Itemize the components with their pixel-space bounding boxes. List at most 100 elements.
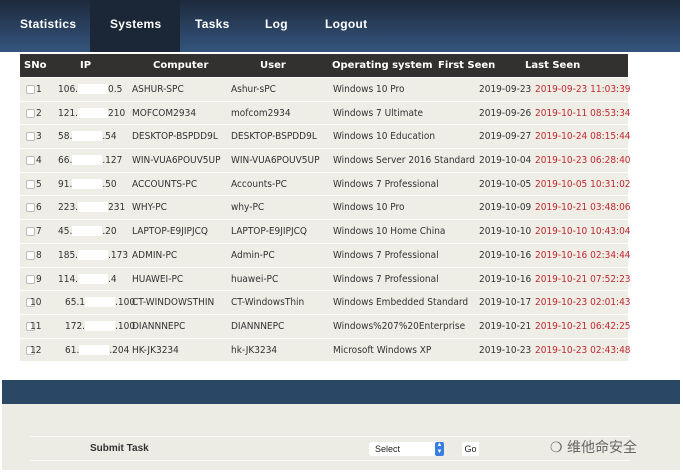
table-row: 4 66. .127 WIN-VUA6POUV5UP WIN-VUA6POUV5U… — [20, 148, 631, 172]
ip-suffix: .4 — [108, 273, 117, 285]
last-seen: 2019-10-10 10:43:04 — [535, 226, 631, 238]
ip-address: 58. .54 — [58, 131, 117, 142]
watermark: ❍ 维他命安全 — [550, 437, 637, 457]
redaction — [79, 344, 110, 355]
ip-suffix: .50 — [102, 178, 117, 190]
redaction — [78, 107, 109, 118]
row-checkbox[interactable] — [26, 345, 35, 355]
nav-statistics[interactable]: Statistics — [20, 17, 77, 31]
redaction — [78, 249, 109, 260]
chevron-updown-icon: ▲ ▼ — [435, 442, 444, 456]
table-row: 5 91. .50 ACCOUNTS-PC Accounts-PC Windows… — [20, 171, 631, 196]
last-seen: 2019-10-05 10:31:02 — [535, 178, 631, 190]
submit-task-label: Submit Task — [90, 443, 149, 454]
operating-system: Windows 7 Ultimate — [333, 107, 424, 119]
row-checkbox[interactable] — [26, 179, 35, 189]
user: CT-WindowsThin — [231, 297, 305, 309]
user: WIN-VUA6POUV5UP — [231, 155, 320, 167]
user: Accounts-PC — [231, 178, 287, 190]
ip-prefix: 121. — [58, 107, 79, 119]
row-checkbox[interactable] — [26, 250, 35, 260]
table-row: 3 58. .54 DESKTOP-BSPDD9L DESKTOP-BSPDD9L… — [20, 124, 631, 148]
ip-address: 65.1 .100 — [65, 297, 135, 308]
redaction — [72, 178, 103, 189]
col-last-seen[interactable]: Last Seen — [525, 60, 581, 71]
sno: 12 — [30, 344, 42, 356]
table-row: 10 65.1 .100 CT-WINDOWSTHIN CT-WindowsThi… — [20, 290, 631, 314]
user: LAPTOP-E9JIPJCQ — [231, 226, 307, 238]
user: huawei-PC — [231, 273, 279, 285]
row-checkbox[interactable] — [26, 156, 35, 166]
col-sno[interactable]: SNo — [24, 60, 47, 71]
col-computer[interactable]: Computer — [153, 60, 209, 71]
divider — [30, 436, 630, 437]
table-row: 12 61. .204 HK-JK3234 hk-JK3234 Microsoft… — [20, 337, 631, 362]
user: mofcom2934 — [231, 107, 291, 119]
col-user[interactable]: User — [260, 60, 286, 71]
row-checkbox[interactable] — [26, 203, 35, 213]
operating-system: Windows%207%20Enterprise — [333, 320, 466, 332]
nav-logout[interactable]: Logout — [325, 17, 368, 31]
first-seen: 2019-10-04 — [479, 155, 532, 167]
computer: ACCOUNTS-PC — [132, 178, 198, 190]
table-header: SNo IP Computer User Operating system Fi… — [20, 54, 628, 77]
row-checkbox[interactable] — [26, 227, 35, 237]
computer: MOFCOM2934 — [132, 107, 197, 119]
nav-log[interactable]: Log — [265, 17, 288, 31]
ip-suffix: 0.5 — [108, 84, 123, 95]
last-seen: 2019-10-21 03:48:06 — [535, 202, 631, 214]
first-seen: 2019-10-17 — [479, 297, 532, 309]
ip-prefix: 91. — [58, 178, 73, 190]
ip-prefix: 61. — [65, 344, 80, 356]
redaction — [78, 202, 109, 213]
col-ip[interactable]: IP — [80, 60, 92, 71]
row-checkbox[interactable] — [26, 321, 35, 331]
first-seen: 2019-10-23 — [479, 344, 532, 356]
ip-suffix: 210 — [108, 107, 126, 119]
last-seen: 2019-09-23 11:03:39 — [535, 84, 631, 95]
ip-prefix: 185. — [58, 249, 79, 261]
ip-address: 61. .204 — [65, 344, 129, 356]
ip-address: 114. .4 — [58, 273, 117, 285]
first-seen: 2019-09-26 — [479, 107, 532, 119]
first-seen: 2019-10-09 — [479, 202, 532, 214]
sno: 3 — [36, 131, 42, 143]
redaction — [85, 297, 116, 308]
operating-system: Windows 10 Pro — [333, 202, 405, 214]
nav-tasks[interactable]: Tasks — [195, 17, 230, 31]
col-os[interactable]: Operating system — [332, 60, 433, 71]
row-checkbox[interactable] — [26, 274, 35, 284]
row-checkbox[interactable] — [26, 108, 35, 118]
operating-system: Windows 7 Professional — [333, 249, 439, 261]
ip-prefix: 66. — [58, 155, 73, 167]
nav-systems[interactable]: Systems — [90, 0, 180, 52]
ip-address: 91. .50 — [58, 178, 117, 190]
go-button[interactable]: Go — [462, 442, 479, 456]
wechat-icon: ❍ — [550, 440, 568, 456]
top-nav: Statistics Systems Tasks Log Logout — [0, 0, 683, 52]
sno: 9 — [36, 273, 42, 285]
sno: 7 — [36, 226, 42, 238]
first-seen: 2019-10-16 — [479, 249, 532, 261]
task-select[interactable]: Select ▲ ▼ — [369, 442, 444, 456]
computer: CT-WINDOWSTHIN — [132, 297, 215, 309]
sno: 4 — [36, 155, 42, 167]
first-seen: 2019-09-23 — [479, 84, 532, 95]
row-checkbox[interactable] — [26, 85, 35, 94]
select-value: Select — [375, 444, 401, 454]
row-checkbox[interactable] — [26, 298, 35, 308]
ip-suffix: 231 — [108, 202, 126, 214]
sno: 6 — [36, 202, 42, 214]
ip-suffix: .100 — [115, 320, 136, 332]
last-seen: 2019-10-16 02:34:44 — [535, 249, 631, 261]
computer: HK-JK3234 — [132, 344, 179, 356]
operating-system: Windows Server 2016 Standard — [333, 155, 476, 167]
col-first-seen[interactable]: First Seen — [438, 60, 496, 71]
ip-suffix: .173 — [108, 249, 129, 261]
last-seen: 2019-10-23 06:28:40 — [535, 155, 631, 167]
row-checkbox[interactable] — [26, 132, 35, 142]
sno: 8 — [36, 249, 42, 261]
ip-address: 172. .100 — [65, 320, 136, 332]
last-seen: 2019-10-23 02:01:43 — [535, 297, 631, 309]
ip-address: 66. .127 — [58, 155, 122, 166]
